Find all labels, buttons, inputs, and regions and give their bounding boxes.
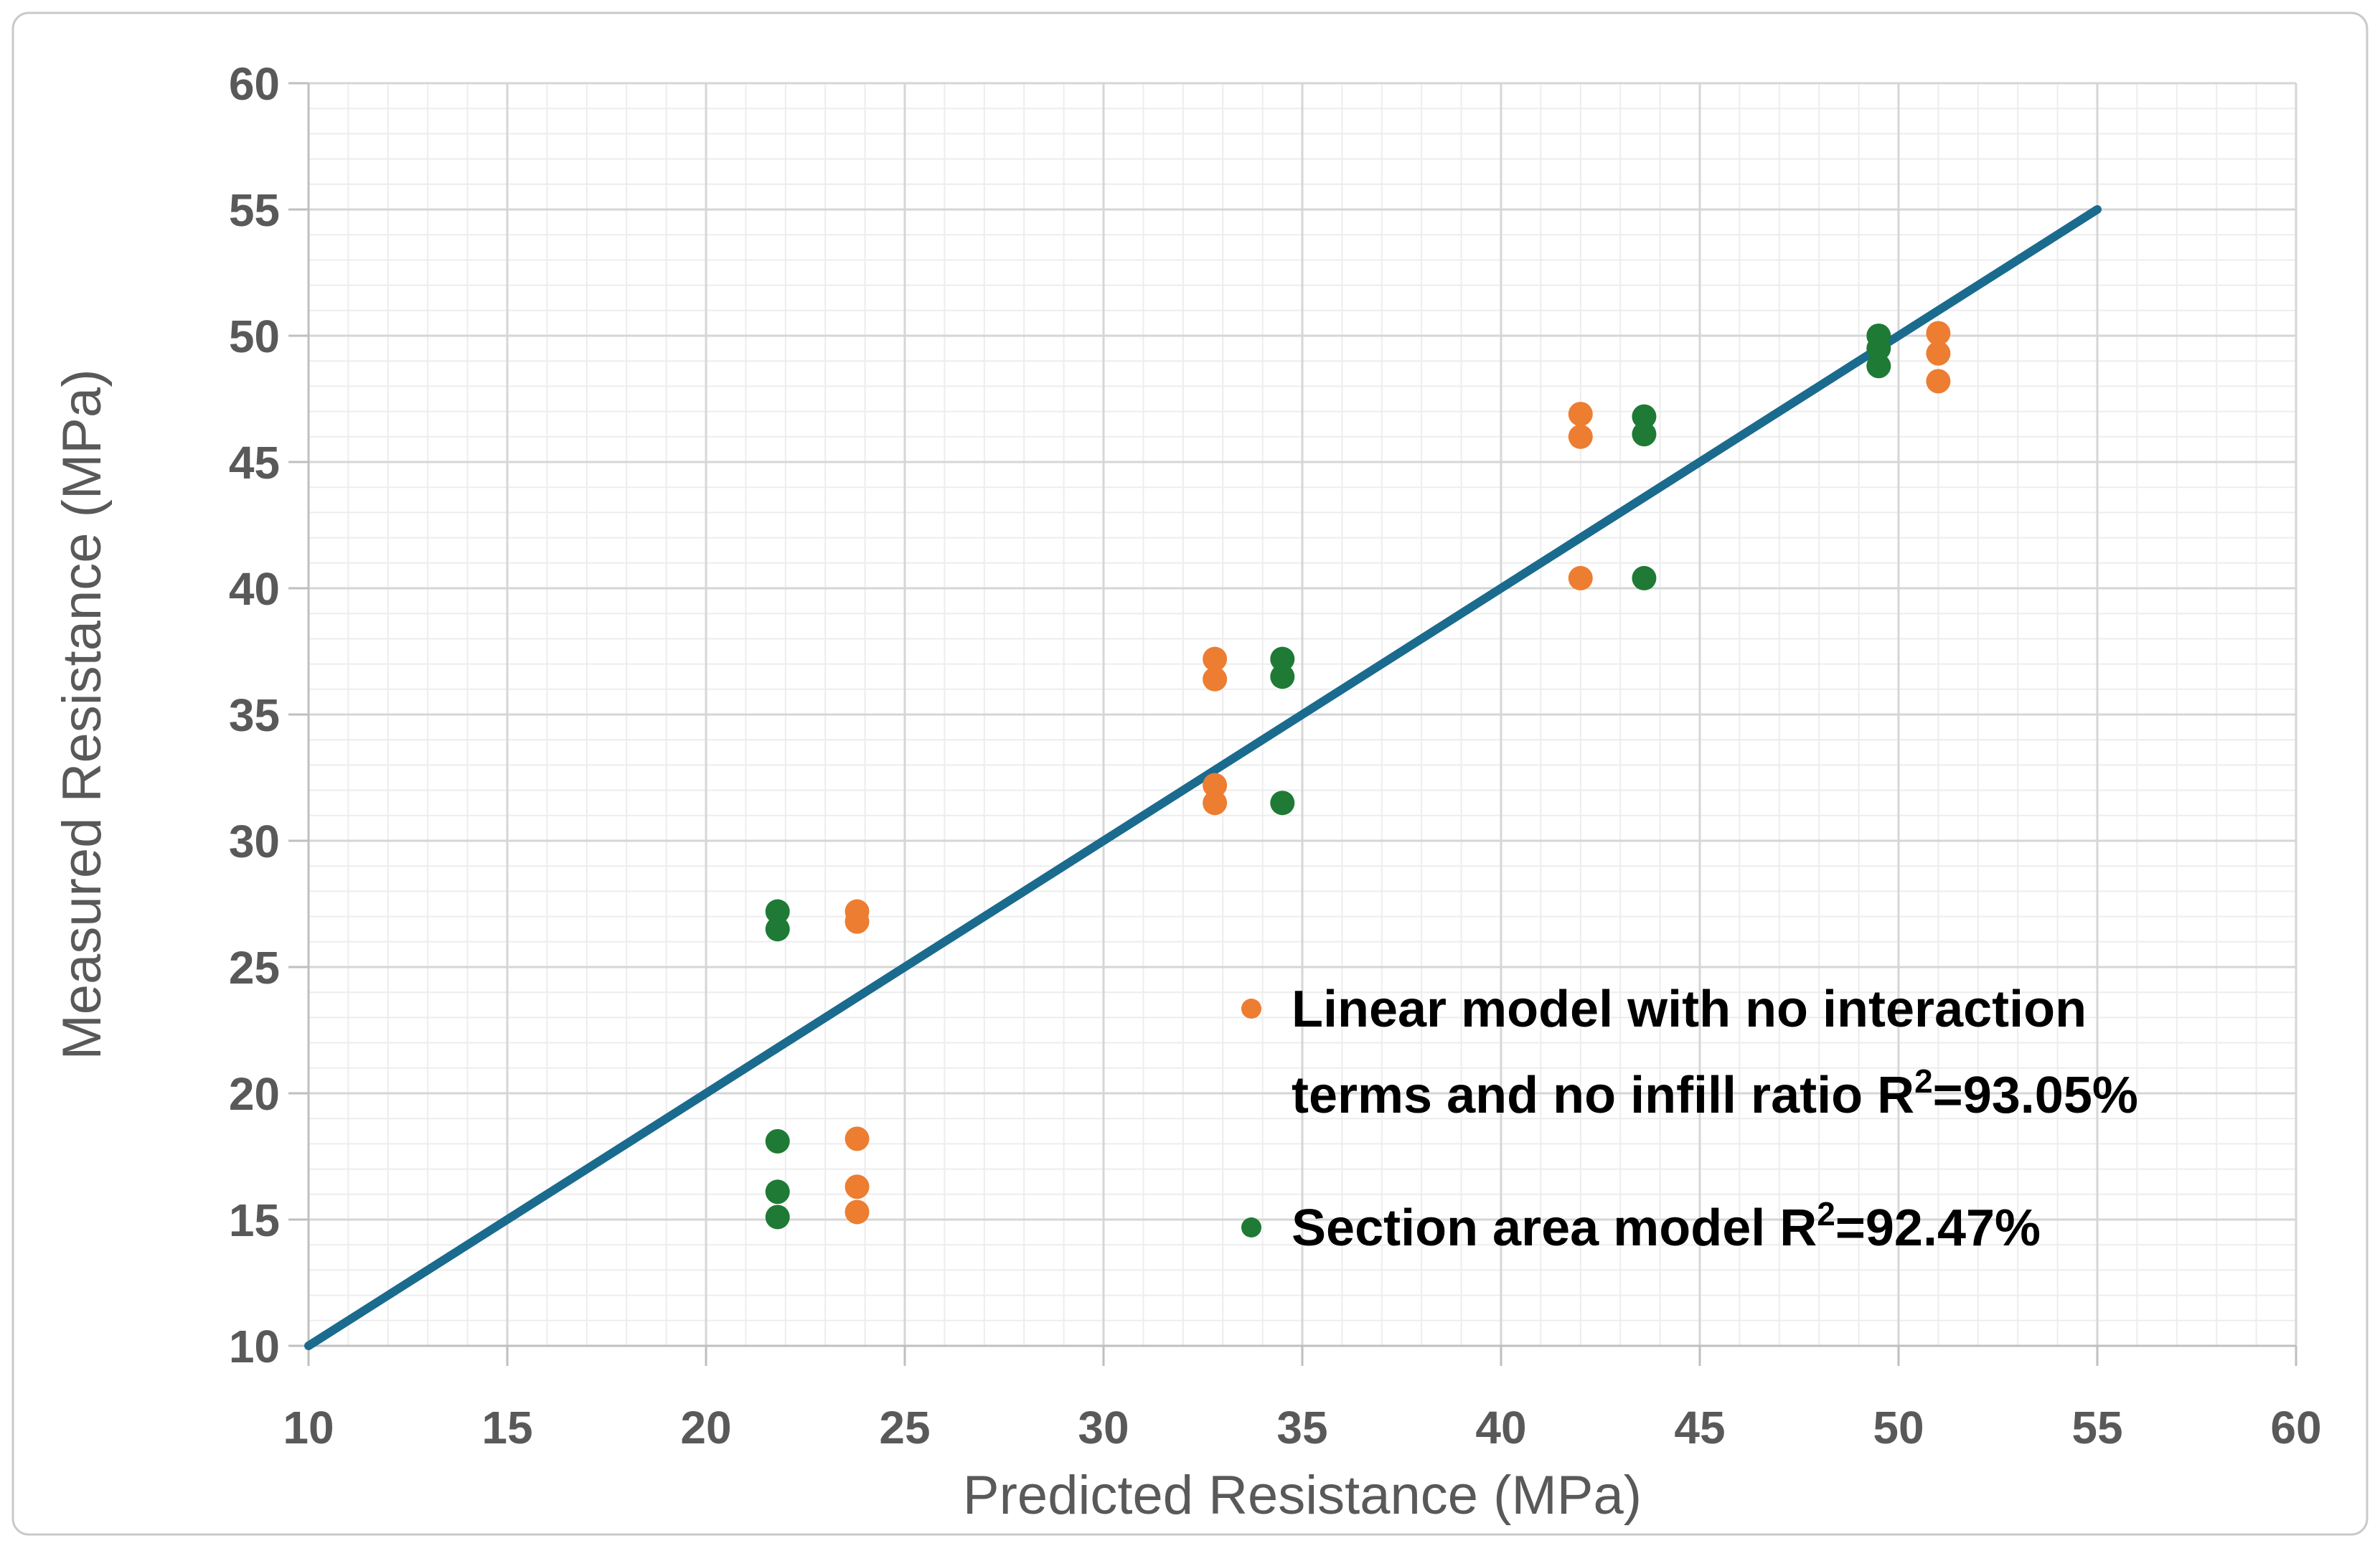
reference-line	[304, 205, 2102, 1350]
data-point-series-1	[765, 917, 790, 942]
legend-label-series-0: Linear model with no interaction	[1292, 981, 2087, 1038]
data-point-series-0	[845, 1199, 870, 1225]
x-tick-label: 15	[481, 1402, 532, 1453]
y-tick-label: 35	[229, 689, 280, 741]
x-tick-label: 25	[879, 1402, 930, 1453]
data-point-series-0	[1926, 369, 1951, 394]
data-point-series-0	[1203, 773, 1228, 798]
x-tick-label: 55	[2071, 1402, 2122, 1453]
legend-marker-series-0	[1241, 999, 1261, 1019]
data-point-series-1	[765, 899, 790, 924]
chart-border	[11, 11, 2369, 1536]
y-tick-label: 60	[229, 58, 280, 110]
x-tick-label: 20	[680, 1402, 731, 1453]
data-point-series-1	[1270, 646, 1295, 671]
legend-label-series-0: terms and no infill ratio R2​=93.05%	[1292, 1062, 2138, 1124]
data-point-series-1	[1632, 404, 1657, 429]
data-point-series-1	[1270, 791, 1295, 816]
y-tick-label: 10	[229, 1321, 280, 1372]
x-tick-label: 30	[1078, 1402, 1129, 1453]
y-tick-label: 30	[229, 816, 280, 867]
x-tick-label: 35	[1276, 1402, 1327, 1453]
data-point-series-0	[845, 1126, 870, 1151]
y-tick-label: 15	[229, 1194, 280, 1246]
y-tick-label: 25	[229, 942, 280, 994]
data-point-series-0	[1926, 321, 1951, 346]
x-axis-title: Predicted Resistance (MPa)	[963, 1465, 1642, 1526]
data-point-series-0	[1926, 341, 1951, 366]
data-point-series-0	[1568, 565, 1593, 590]
data-point-series-0	[1203, 646, 1228, 671]
data-point-series-1	[1632, 422, 1657, 447]
data-point-series-0	[1568, 402, 1593, 427]
data-point-series-1	[1632, 565, 1657, 590]
data-point-series-0	[845, 909, 870, 934]
x-tick-label: 40	[1475, 1402, 1526, 1453]
y-axis-title: Measured Resistance (MPa)	[52, 369, 113, 1060]
data-point-series-0	[845, 1174, 870, 1199]
y-tick-label: 45	[229, 437, 280, 489]
y-tick-label: 50	[229, 311, 280, 362]
data-point-series-0	[1203, 791, 1228, 816]
x-tick-label: 45	[1674, 1402, 1725, 1453]
x-tick-label: 10	[283, 1402, 334, 1453]
data-point-series-1	[765, 1128, 790, 1154]
data-point-series-0	[1568, 424, 1593, 449]
x-tick-label: 50	[1873, 1402, 1924, 1453]
data-point-series-1	[1270, 664, 1295, 689]
y-tick-label: 40	[229, 563, 280, 615]
legend-marker-series-1	[1241, 1217, 1261, 1238]
x-tick-label: 60	[2270, 1402, 2321, 1453]
y-tick-label: 20	[229, 1068, 280, 1120]
data-point-series-1	[1866, 354, 1891, 379]
data-point-series-0	[1203, 666, 1228, 692]
y-tick-label: 55	[229, 184, 280, 236]
data-point-series-1	[765, 1204, 790, 1230]
data-point-series-1	[1866, 336, 1891, 361]
data-point-series-1	[765, 1179, 790, 1204]
legend-label-series-1: Section area model R2​=92.47%	[1292, 1195, 2041, 1257]
